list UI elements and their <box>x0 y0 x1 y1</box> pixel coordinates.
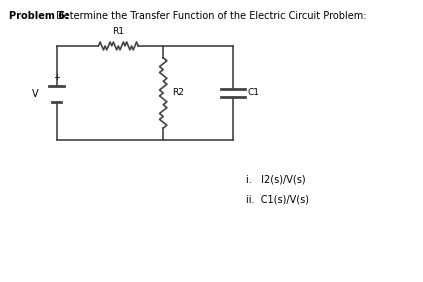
Text: i.   I2(s)/V(s): i. I2(s)/V(s) <box>247 175 306 185</box>
Text: R2: R2 <box>173 89 184 98</box>
Text: R1: R1 <box>113 27 124 36</box>
Text: ii.  C1(s)/V(s): ii. C1(s)/V(s) <box>247 195 310 204</box>
Text: C1: C1 <box>247 89 259 98</box>
Text: Problem 6:: Problem 6: <box>9 11 69 21</box>
Text: +: + <box>53 72 60 81</box>
Text: Determine the Transfer Function of the Electric Circuit Problem:: Determine the Transfer Function of the E… <box>53 11 367 21</box>
Text: V: V <box>32 89 38 99</box>
